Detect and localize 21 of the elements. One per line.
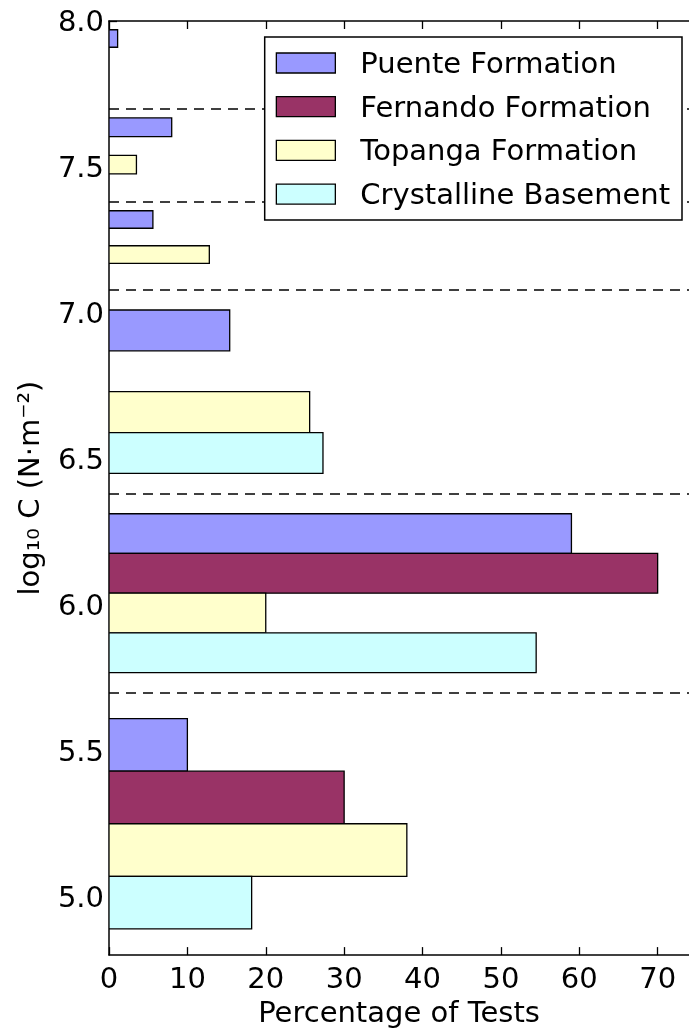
y-tick-label: 5.5 [57, 733, 104, 768]
x-tick-label: 30 [325, 960, 363, 995]
y-tick-label: 5.0 [57, 879, 104, 914]
legend-label: Puente Formation [360, 46, 617, 80]
y-tick-label: 6.0 [57, 587, 104, 622]
x-tick-label: 20 [247, 960, 285, 995]
x-tick-label: 60 [560, 960, 598, 995]
y-tick-label: 7.5 [57, 149, 104, 184]
x-tick-label: 40 [404, 960, 441, 995]
y-tick-label: 6.5 [57, 441, 104, 476]
legend-label: Crystalline Basement [360, 177, 670, 212]
x-tick-label: 0 [99, 960, 119, 995]
y-tick-label: 7.0 [57, 295, 104, 330]
legend-label: Topanga Formation [359, 133, 638, 168]
y-axis-title: log₁₀ C (N·m⁻²) [11, 380, 46, 596]
x-axis-title: Percentage of Tests [258, 994, 540, 1029]
y-tick-label: 8.0 [57, 4, 104, 38]
legend-label: Fernando Formation [360, 89, 651, 124]
x-tick-label: 70 [639, 960, 677, 995]
x-tick-label: 50 [482, 960, 520, 995]
x-tick-label: 10 [168, 960, 206, 995]
